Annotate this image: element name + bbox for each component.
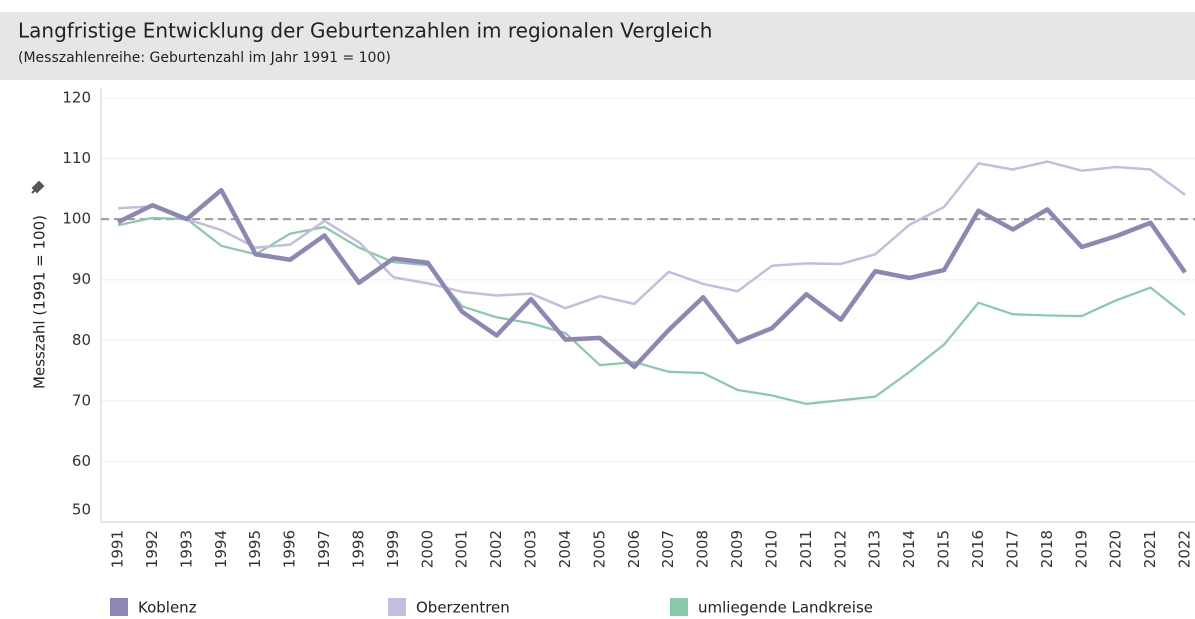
y-tick-label: 100	[62, 210, 91, 228]
x-tick-label: 2009	[728, 530, 746, 568]
y-tick-label: 70	[72, 391, 91, 409]
legend-label: umliegende Landkreise	[698, 599, 873, 617]
legend-label: Koblenz	[138, 599, 197, 617]
x-tick-label: 1993	[177, 530, 195, 568]
x-tick-label: 2020	[1107, 530, 1125, 568]
x-tick-label: 2008	[694, 530, 712, 568]
header-band	[0, 12, 1195, 80]
legend-swatch	[670, 598, 688, 616]
x-tick-label: 2019	[1072, 530, 1090, 568]
x-tick-label: 2006	[625, 530, 643, 568]
x-tick-label: 2002	[487, 530, 505, 568]
series-line	[117, 160, 1186, 310]
x-tick-label: 2012	[831, 530, 849, 568]
y-tick-label: 60	[72, 452, 91, 470]
pin-icon	[31, 180, 45, 194]
x-tick-label: 2003	[522, 530, 540, 568]
x-tick-label: 2004	[556, 530, 574, 568]
x-tick-label: 1992	[143, 530, 161, 568]
y-tick-label: 120	[62, 89, 91, 107]
x-tick-label: 1995	[246, 530, 264, 568]
x-tick-label: 1998	[349, 530, 367, 568]
y-tick-label: 90	[72, 270, 91, 288]
y-tick-label: 80	[72, 331, 91, 349]
x-tick-label: 2017	[1003, 530, 1021, 568]
x-tick-label: 1997	[315, 530, 333, 568]
x-tick-label: 2022	[1176, 530, 1194, 568]
y-axis-label: Messzahl (1991 = 100)	[31, 215, 49, 389]
x-tick-label: 1999	[384, 530, 402, 568]
y-tick-label: 50	[72, 501, 91, 519]
x-tick-label: 2007	[659, 530, 677, 568]
x-tick-label: 1991	[109, 530, 127, 568]
y-tick-label: 110	[62, 149, 91, 167]
x-tick-label: 2015	[935, 530, 953, 568]
x-tick-label: 2014	[900, 530, 918, 568]
chart-subtitle: (Messzahlenreihe: Geburtenzahl im Jahr 1…	[18, 50, 391, 66]
legend-swatch	[110, 598, 128, 616]
x-tick-label: 2010	[762, 530, 780, 568]
x-tick-label: 2001	[453, 530, 471, 568]
legend-swatch	[388, 598, 406, 616]
x-tick-label: 2011	[797, 530, 815, 568]
series-line	[117, 216, 1186, 405]
x-tick-label: 2013	[866, 530, 884, 568]
x-tick-label: 2005	[590, 530, 608, 568]
x-tick-label: 1996	[281, 530, 299, 568]
x-tick-label: 2000	[418, 530, 436, 568]
series-line	[117, 187, 1187, 370]
legend-label: Oberzentren	[416, 599, 510, 617]
x-tick-label: 1994	[212, 530, 230, 568]
x-tick-label: 2016	[969, 530, 987, 568]
x-tick-label: 2021	[1141, 530, 1159, 568]
x-tick-label: 2018	[1038, 530, 1056, 568]
chart-title: Langfristige Entwicklung der Geburtenzah…	[18, 19, 712, 43]
